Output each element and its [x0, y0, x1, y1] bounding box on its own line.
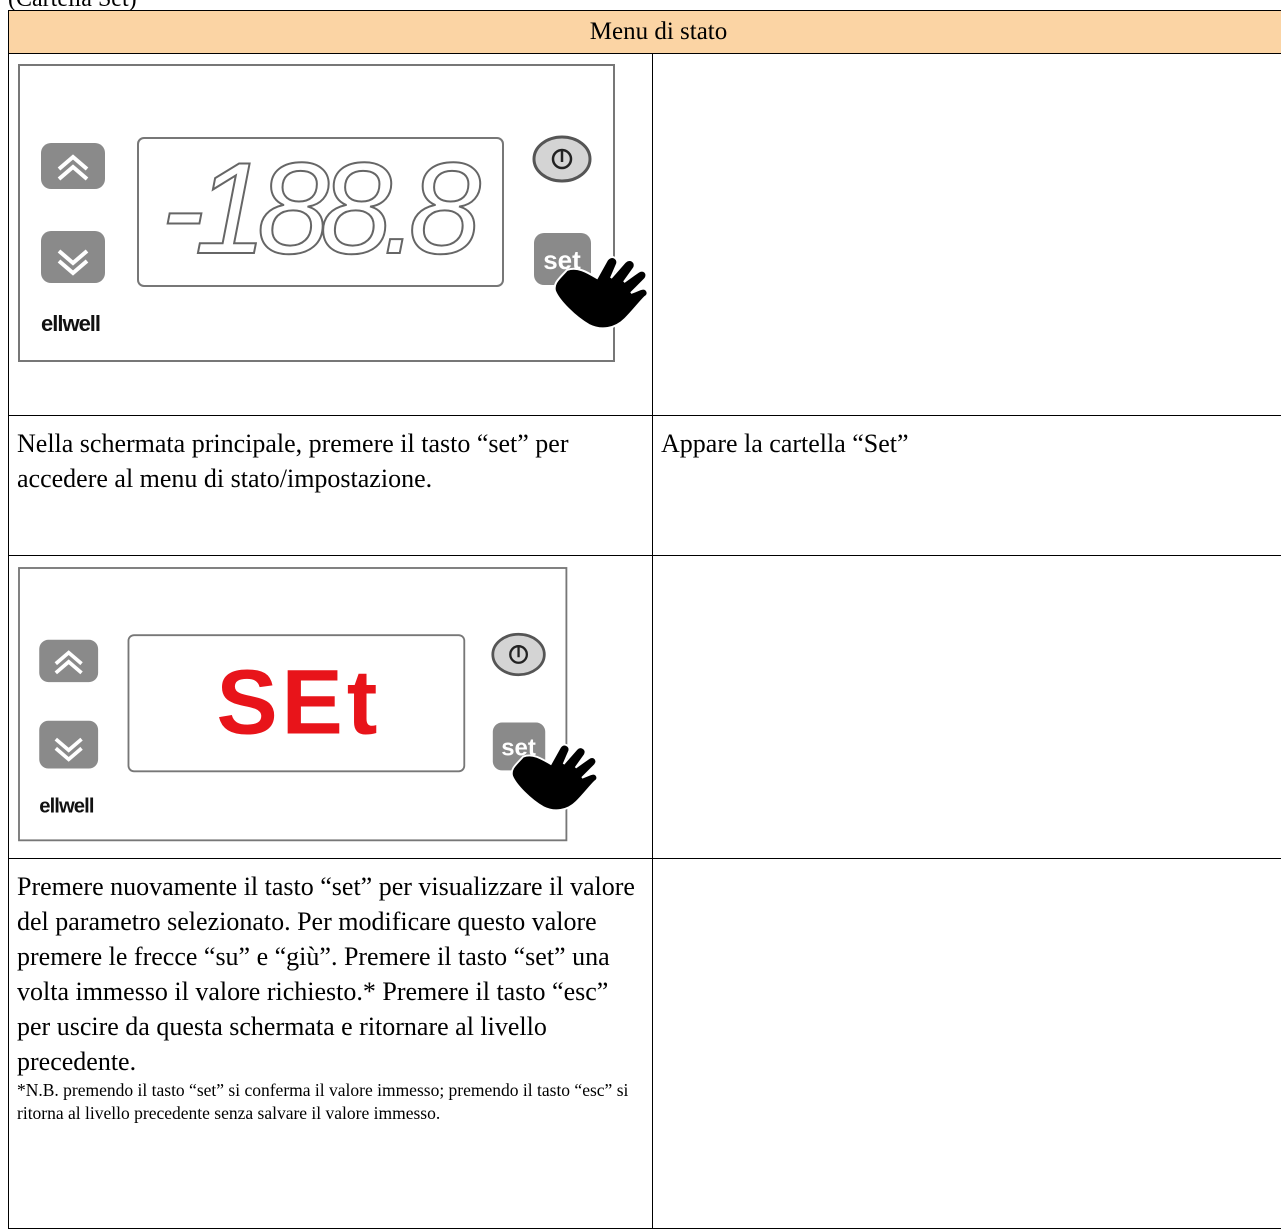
table-title: Menu di stato	[9, 11, 1281, 54]
cell-text: Premere nuovamente il tasto “set” per vi…	[9, 859, 653, 1229]
paragraph: Premere nuovamente il tasto “set” per vi…	[17, 869, 644, 1079]
note: *N.B. premendo il tasto “set” si conferm…	[17, 1079, 644, 1125]
display-text: SEt	[216, 652, 377, 754]
empty-cell	[653, 859, 1281, 1229]
brand-logo: ellwell	[39, 796, 94, 818]
cell-text: Appare la cartella “Set”	[653, 416, 1281, 556]
display-text: -188.8	[161, 135, 481, 281]
empty-cell	[653, 556, 1281, 859]
cell-text: Nella schermata principale, premere il t…	[9, 416, 653, 556]
brand-logo: ellwell	[41, 311, 100, 336]
